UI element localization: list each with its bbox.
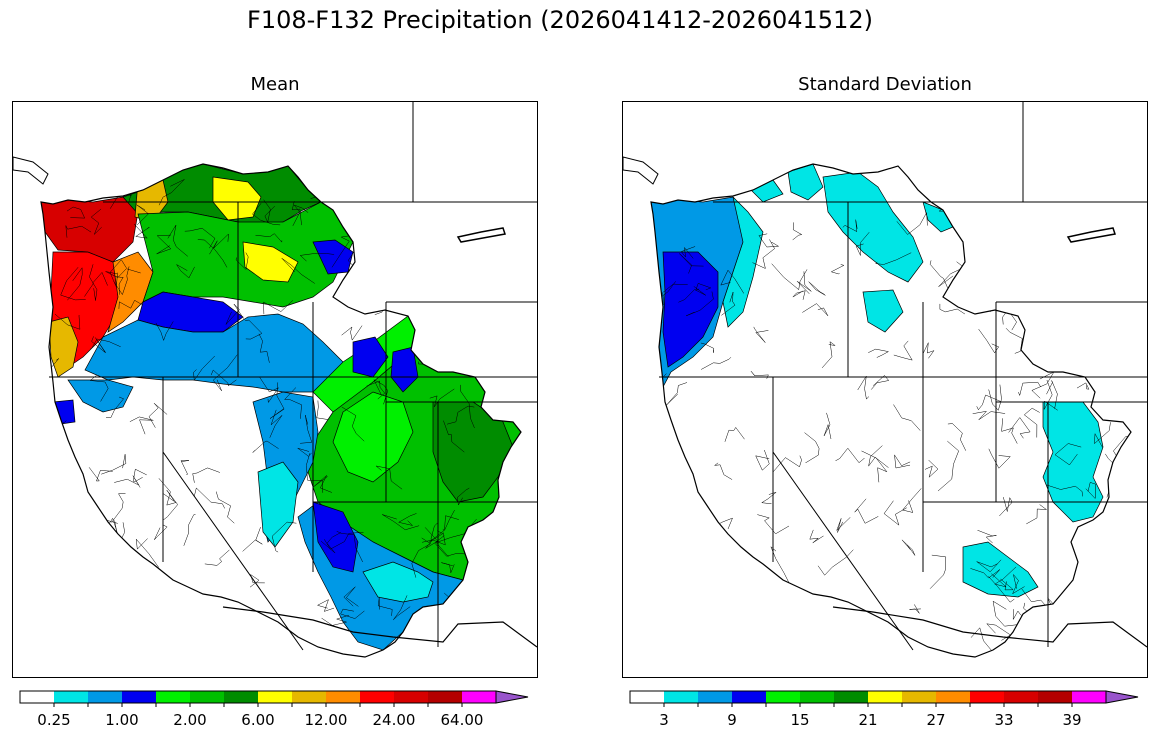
std-basin-region (822, 171, 924, 283)
mean-colorbar-bin (326, 691, 360, 703)
std-basin-region (1042, 401, 1104, 523)
std-colorbar-bin (698, 691, 732, 703)
std-colorbar-bin (766, 691, 800, 703)
mean-basin-region (48, 316, 79, 378)
mean-colorbar-extend (495, 690, 529, 704)
mean-colorbar-bin (292, 691, 326, 703)
mean-basin-region (352, 336, 389, 378)
mean-basin-region (362, 561, 434, 603)
mean-colorbar-tick-label: 2.00 (173, 711, 206, 729)
mean-panel-title: Mean (250, 74, 300, 95)
mean-map-svg (13, 102, 537, 658)
mean-colorbar: 0.25 1.00 2.00 6.00 12.00 24.00 64.00 (19, 690, 530, 730)
std-colorbar-bin (834, 691, 868, 703)
std-colorbar-bin (1038, 691, 1072, 703)
mean-basin-region (312, 239, 354, 275)
mean-basin-region (257, 461, 299, 548)
std-basin-region (922, 201, 954, 233)
std-map-svg (623, 102, 1147, 658)
mean-mexico-border (222, 606, 537, 648)
mean-colorbar-svg: 0.25 1.00 2.00 6.00 12.00 24.00 64.00 (19, 690, 529, 729)
mean-colorbar-tick-label: 6.00 (241, 711, 274, 729)
mean-colorbar-bin (54, 691, 88, 703)
mean-colorbar-tick-label: 0.25 (37, 711, 70, 729)
mean-basin-region (242, 241, 299, 283)
mean-basin-region (52, 399, 76, 425)
mean-basin-region (312, 501, 359, 573)
mean-colorbar-bin (88, 691, 122, 703)
mean-colorbar-tick-label: 64.00 (441, 711, 484, 729)
mean-basin-region (107, 251, 154, 333)
std-basin-region (962, 541, 1039, 598)
mean-colorbar-tick-label: 24.00 (373, 711, 416, 729)
mean-colorbar-tick-label: 1.00 (105, 711, 138, 729)
mean-colorbar-bin (122, 691, 156, 703)
mean-map (12, 101, 538, 678)
std-colorbar-tick-label: 15 (790, 711, 809, 729)
mean-basin-region (67, 379, 134, 413)
std-colorbar-bin (664, 691, 698, 703)
std-basin-fills (651, 164, 1131, 657)
std-colorbar-tick-label: 39 (1062, 711, 1081, 729)
figure-suptitle: F108-F132 Precipitation (2026041412-2026… (247, 6, 873, 34)
mean-lake (456, 227, 506, 243)
std-colorbar-tick-label: 27 (926, 711, 945, 729)
std-basin-region (662, 251, 719, 368)
std-map (622, 101, 1148, 678)
std-colorbar-bin (902, 691, 936, 703)
mean-colorbar-bin (394, 691, 428, 703)
mean-colorbar-bin (462, 691, 496, 703)
mean-basin-fills (41, 164, 521, 657)
std-panel-title: Standard Deviation (798, 74, 972, 95)
std-colorbar-bin (800, 691, 834, 703)
std-colorbar-bin (936, 691, 970, 703)
std-lake (1066, 227, 1116, 243)
std-state-lines (659, 102, 1147, 651)
std-colorbar-bin (732, 691, 766, 703)
mean-coastline (40, 163, 522, 658)
std-colorbar-bin (1072, 691, 1106, 703)
std-colorbar-tick-label: 9 (727, 711, 737, 729)
std-colorbar: 3 9 15 21 27 33 39 (629, 690, 1140, 730)
mean-vancouver-island (13, 156, 49, 185)
std-colorbar-extend (1105, 690, 1139, 704)
std-colorbar-tick-label: 33 (994, 711, 1013, 729)
mean-basin-region (332, 391, 414, 483)
std-colorbar-bin (1004, 691, 1038, 703)
std-land-background (651, 164, 1131, 657)
mean-colorbar-bin (428, 691, 462, 703)
std-colorbar-bin (868, 691, 902, 703)
mean-colorbar-tick-label: 12.00 (305, 711, 348, 729)
std-colorbar-bin (970, 691, 1004, 703)
std-vancouver-island (623, 156, 659, 185)
std-colorbar-tick-label: 21 (858, 711, 877, 729)
mean-colorbar-bin (258, 691, 292, 703)
mean-colorbar-bin (20, 691, 54, 703)
mean-colorbar-bin (190, 691, 224, 703)
std-basin-region (862, 289, 904, 333)
std-colorbar-bin (630, 691, 664, 703)
mean-colorbar-bin (156, 691, 190, 703)
mean-colorbar-bin (360, 691, 394, 703)
mean-basin-region (390, 346, 419, 393)
std-colorbar-tick-label: 3 (659, 711, 669, 729)
std-mexico-border (832, 606, 1147, 648)
std-colorbar-svg: 3 9 15 21 27 33 39 (629, 690, 1139, 729)
mean-colorbar-bin (224, 691, 258, 703)
std-coastline (650, 163, 1132, 658)
mean-state-lines (49, 102, 537, 651)
